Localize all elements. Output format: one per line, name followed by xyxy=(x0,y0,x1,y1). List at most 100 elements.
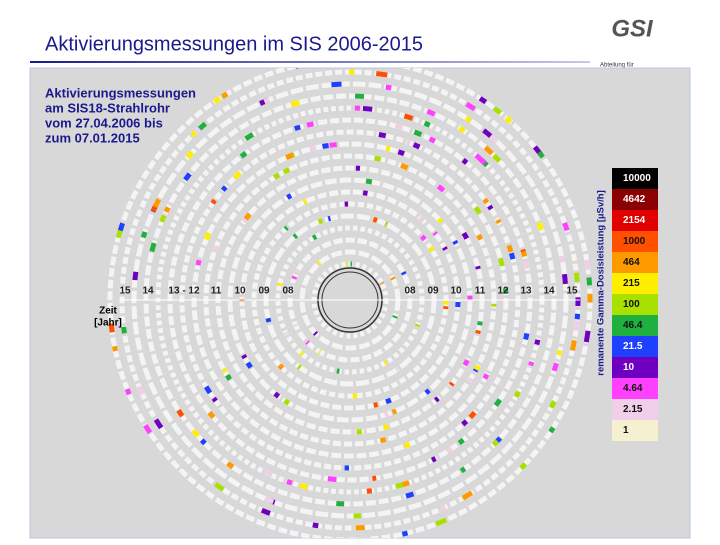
year-label: 08 xyxy=(282,286,294,297)
ring-segment xyxy=(455,241,456,244)
ring-segment xyxy=(385,224,387,225)
ring-segment xyxy=(329,145,336,146)
ring-segment xyxy=(319,351,320,352)
colorbar-cell xyxy=(612,357,658,378)
ring-segment xyxy=(155,199,159,206)
ring-segment xyxy=(464,233,467,238)
ring-segment xyxy=(554,363,556,371)
colorbar-label: 10 xyxy=(623,362,635,373)
ring-segment xyxy=(115,346,116,351)
ring-segment xyxy=(526,333,527,339)
ring-segment xyxy=(291,102,299,104)
colorbar-cell xyxy=(612,420,658,441)
ring-segment xyxy=(398,152,404,154)
ring-segment xyxy=(188,152,193,157)
logo: GSI xyxy=(611,15,654,42)
ring-segment xyxy=(120,223,122,230)
ring-segment xyxy=(331,84,341,85)
ring-segment xyxy=(476,155,480,158)
ring-segment xyxy=(299,64,309,66)
ring-segment xyxy=(395,126,402,128)
ring-segment xyxy=(444,247,445,249)
ring-segment xyxy=(166,207,168,212)
ring-segment xyxy=(516,392,519,397)
ring-segment xyxy=(265,498,273,501)
ring-segment xyxy=(537,340,538,345)
ring-segment xyxy=(561,256,562,262)
ring-segment xyxy=(285,227,287,229)
ring-segment xyxy=(463,160,467,163)
colorbar-label: 464 xyxy=(623,257,640,268)
ring-segment xyxy=(372,478,376,479)
ring-segment xyxy=(286,155,293,158)
ring-segment xyxy=(313,236,316,238)
ring-segment xyxy=(274,175,279,178)
ring-segment xyxy=(404,116,412,119)
polar-rings xyxy=(110,60,590,540)
ring-segment xyxy=(550,428,553,432)
colorbar-label: 10000 xyxy=(623,173,651,184)
ring-segment xyxy=(430,139,435,142)
ring-segment xyxy=(425,123,430,125)
ring-segment xyxy=(461,469,465,471)
colorbar-label: 46.4 xyxy=(623,320,643,331)
ring-segment xyxy=(407,142,411,143)
ring-segment xyxy=(395,316,396,318)
ring-segment xyxy=(210,413,214,418)
ring-segment xyxy=(124,327,125,333)
ring-segment xyxy=(469,378,471,381)
ring-segment xyxy=(403,272,404,274)
ring-segment xyxy=(396,485,403,487)
year-label: 15 xyxy=(119,286,131,297)
ring-segment xyxy=(384,362,386,363)
ring-segment xyxy=(383,426,388,427)
ring-segment xyxy=(195,129,199,133)
colorbar-label: 100 xyxy=(623,299,640,310)
ring-segment xyxy=(466,118,470,121)
year-label: 11 xyxy=(211,286,222,297)
ring-segment xyxy=(287,195,291,197)
ring-segment xyxy=(214,398,216,401)
ring-segment xyxy=(300,485,308,487)
slide-title: Aktivierungsmessungen im SIS 2006-2015 xyxy=(45,33,423,55)
ring-segment xyxy=(396,369,398,370)
ring-segment xyxy=(448,449,452,451)
ring-segment xyxy=(414,145,420,148)
ring-segment xyxy=(198,260,199,265)
ring-segment xyxy=(420,217,424,221)
ring-segment xyxy=(436,398,439,400)
ring-segment xyxy=(284,169,290,172)
ring-segment xyxy=(379,134,386,135)
ring-segment xyxy=(319,221,323,222)
colorbar-label: 2.15 xyxy=(623,404,643,415)
ring-segment xyxy=(322,145,328,146)
ring-segment xyxy=(286,332,287,334)
year-label: 10 xyxy=(450,286,462,297)
ring-segment xyxy=(295,324,296,326)
ring-segment xyxy=(386,148,390,149)
ring-segment xyxy=(192,132,196,135)
ring-segment xyxy=(366,181,372,182)
year-label: 09 xyxy=(258,286,270,297)
ring-segment xyxy=(459,440,463,443)
ring-segment xyxy=(521,464,525,469)
ring-segment xyxy=(375,158,381,159)
ring-segment xyxy=(572,340,574,350)
ring-segment xyxy=(295,127,300,129)
ring-segment xyxy=(401,165,408,168)
ring-segment xyxy=(430,247,432,250)
ring-segment xyxy=(551,401,554,407)
ring-segment xyxy=(270,245,271,247)
ring-segment xyxy=(404,444,409,446)
ring-segment xyxy=(426,390,429,393)
ring-segment xyxy=(587,260,588,270)
ring-segment xyxy=(143,232,145,238)
ring-segment xyxy=(439,219,442,222)
ring-segment xyxy=(402,483,409,485)
ring-segment xyxy=(328,218,330,219)
year-label: 09 xyxy=(427,286,439,297)
ring-segment xyxy=(213,200,215,203)
ring-segment xyxy=(526,261,528,269)
